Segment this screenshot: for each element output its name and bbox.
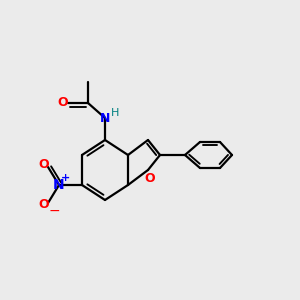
Text: O: O <box>145 172 155 184</box>
Text: O: O <box>58 97 68 110</box>
Text: N: N <box>53 178 65 192</box>
Text: −: − <box>48 204 60 218</box>
Text: O: O <box>39 158 49 172</box>
Text: N: N <box>100 112 110 124</box>
Text: +: + <box>61 173 70 183</box>
Text: O: O <box>39 199 49 212</box>
Text: H: H <box>111 108 119 118</box>
